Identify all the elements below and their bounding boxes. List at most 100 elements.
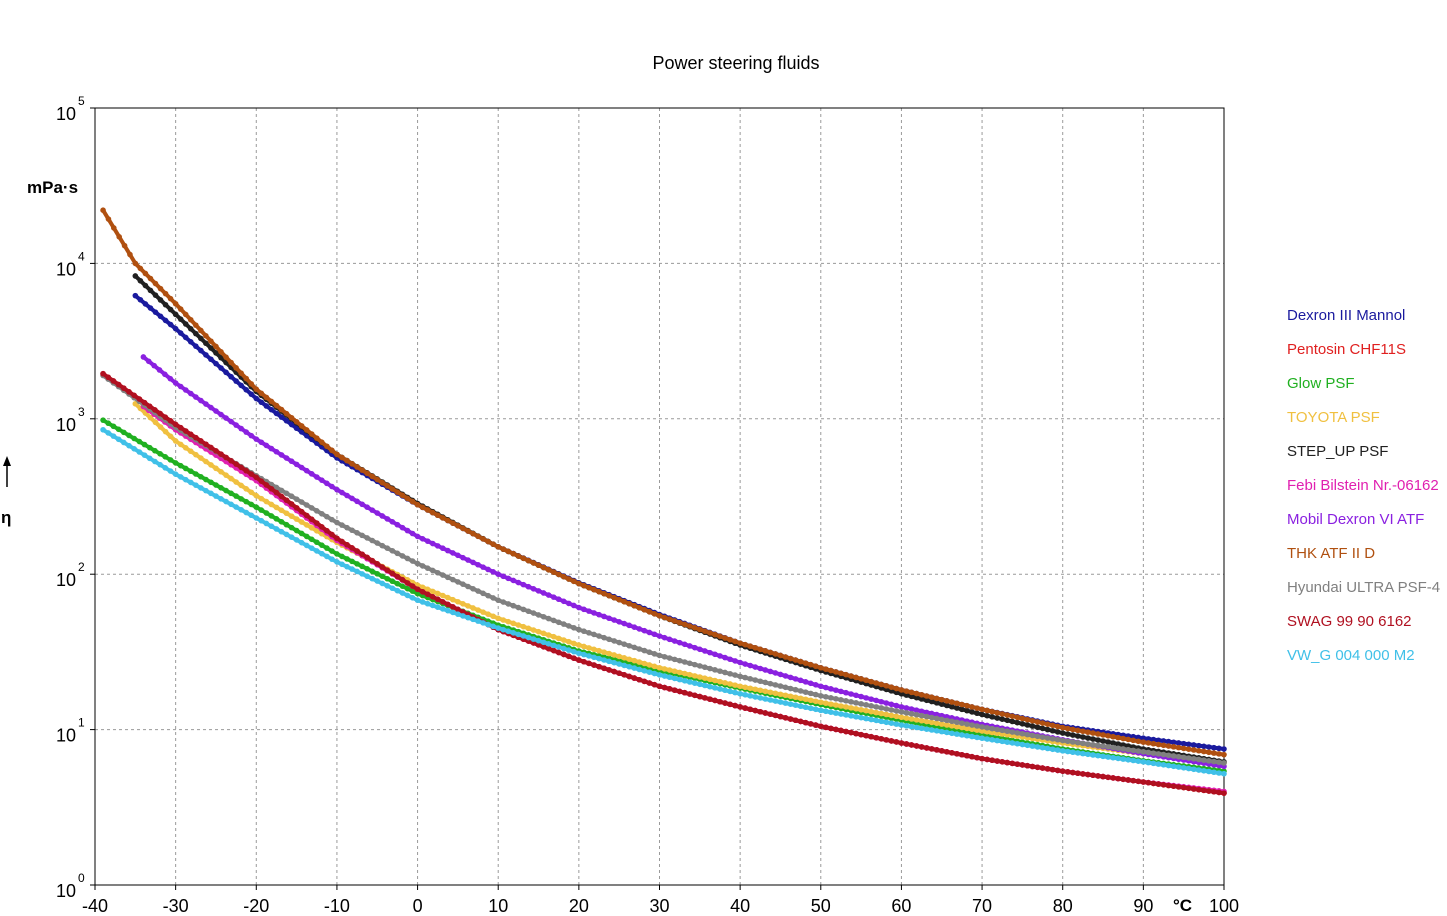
series-point (424, 600, 431, 607)
series-point (651, 681, 658, 688)
series-point (817, 693, 824, 699)
series-point (540, 630, 547, 637)
series-point (686, 643, 693, 649)
series-point (611, 617, 617, 623)
series-point (883, 719, 890, 726)
series-point (445, 574, 451, 581)
series-point (641, 627, 648, 634)
series-point (656, 652, 663, 659)
series-point (434, 604, 441, 610)
series-point (626, 656, 633, 663)
series-point (1019, 741, 1026, 748)
series-point (1140, 735, 1147, 742)
series-point (1080, 771, 1086, 777)
series-point (858, 693, 864, 700)
series-point (334, 451, 340, 458)
series-point (999, 716, 1006, 722)
series-point (601, 590, 607, 597)
series-point (1185, 785, 1192, 792)
series-point (888, 701, 895, 708)
series-point (208, 338, 214, 344)
series-point (591, 662, 597, 668)
series-point (591, 654, 597, 661)
series-point (1150, 760, 1157, 767)
series-point (767, 649, 774, 656)
series-point (691, 692, 698, 699)
series-point (288, 493, 295, 500)
series-point (621, 662, 628, 669)
series-point (268, 485, 275, 492)
series-point (187, 448, 194, 455)
series-point (105, 430, 112, 436)
series-point (445, 601, 451, 608)
series-point (283, 455, 290, 461)
series-point (288, 513, 295, 519)
series-point (807, 705, 814, 712)
series-point (601, 665, 607, 672)
series-point (727, 670, 733, 677)
series-point (656, 683, 663, 690)
series-point (157, 424, 164, 430)
series-point (762, 710, 769, 716)
series-point (298, 539, 305, 546)
series-point (848, 673, 854, 679)
series-point (777, 683, 784, 689)
series-point (1206, 744, 1212, 750)
series-point (873, 704, 880, 710)
series-point (787, 693, 794, 700)
series-point (535, 642, 542, 648)
series-point (848, 713, 854, 719)
series-point (1095, 737, 1101, 743)
series-point (429, 588, 436, 595)
series-point (500, 626, 507, 633)
series-point (1165, 738, 1172, 745)
x-tick-label: 90 (1133, 896, 1153, 916)
series-point (1100, 732, 1106, 738)
series-point (817, 664, 824, 671)
series-point (485, 621, 491, 628)
series-point (1160, 781, 1167, 788)
series-point (722, 700, 728, 706)
series-point (954, 750, 960, 757)
series-point (863, 715, 869, 722)
series-point (510, 630, 517, 636)
series-point (540, 590, 547, 596)
series-point (848, 729, 854, 736)
series-point (702, 628, 708, 634)
series-thk-atf-ii-d (100, 207, 1227, 758)
series-point (105, 216, 112, 222)
series-point (999, 738, 1006, 745)
series-point (626, 673, 633, 680)
series-point (1120, 776, 1126, 783)
series-point (339, 454, 345, 461)
series-point (384, 483, 391, 489)
series-point (722, 687, 728, 694)
series-point (823, 666, 829, 672)
series-point (878, 681, 885, 688)
series-point (349, 461, 355, 467)
series-point (1160, 738, 1167, 744)
series-point (807, 680, 814, 687)
series-point (344, 556, 350, 562)
series-point (878, 736, 885, 742)
series-point (1140, 748, 1147, 755)
series-point (898, 687, 905, 693)
series-point (152, 458, 158, 465)
series-point (208, 404, 214, 411)
series-point (228, 501, 234, 508)
series-point (1059, 768, 1066, 774)
series-point (359, 551, 365, 558)
series-point (964, 721, 970, 727)
series-point (1115, 734, 1121, 741)
series-point (601, 634, 607, 641)
series-point (767, 711, 774, 717)
series-point (203, 352, 209, 358)
series-point (641, 647, 648, 654)
series-point (439, 572, 446, 578)
series-point (933, 711, 940, 718)
series-point (146, 444, 153, 451)
series-point (424, 591, 431, 598)
series-point (490, 595, 496, 601)
series-point (182, 334, 189, 341)
series-point (424, 586, 431, 593)
